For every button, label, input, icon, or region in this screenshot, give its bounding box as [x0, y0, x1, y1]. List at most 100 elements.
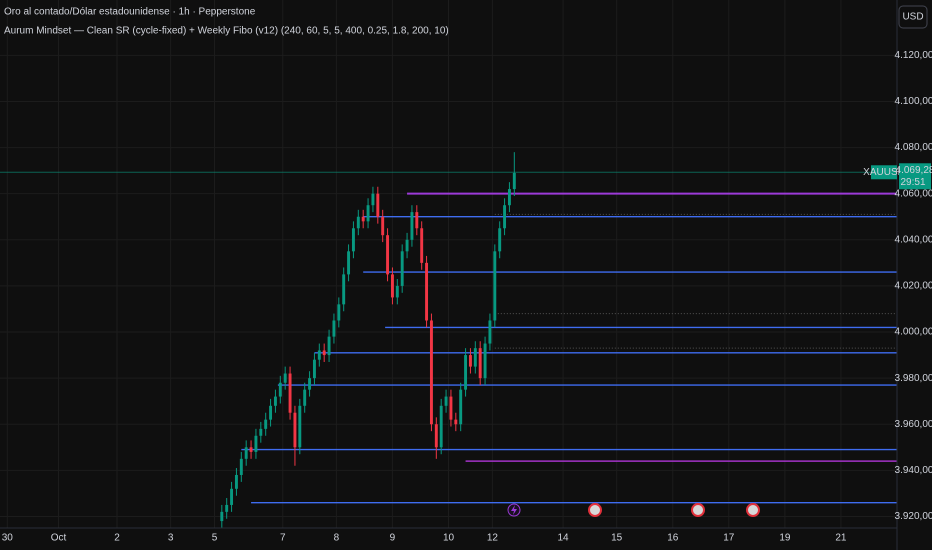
x-tick-label: 15 [611, 533, 623, 544]
candle-body [464, 355, 468, 390]
candle-body [273, 396, 277, 406]
indicator-label: Aurum Mindset — Clean SR (cycle-fixed) +… [4, 26, 449, 37]
candle-body [483, 343, 487, 379]
candle-body [225, 504, 229, 512]
y-tick-label: 4.120,00 [895, 50, 932, 61]
y-tick-label: 3.920,00 [895, 511, 932, 522]
candle-body [249, 447, 253, 452]
candle-body [503, 205, 507, 229]
candle-body [468, 355, 472, 367]
candle-body [493, 251, 497, 321]
candle-body [327, 336, 331, 356]
candle-body [512, 172, 516, 190]
candle-body [410, 212, 414, 240]
candle-body [381, 216, 385, 236]
candle-body [259, 428, 263, 436]
candle-body [342, 274, 346, 305]
candle-body [337, 304, 341, 321]
candle-body [244, 447, 248, 459]
y-tick-label: 4.080,00 [895, 142, 932, 153]
event-icon[interactable] [746, 503, 760, 517]
symbol-label: XAUUSD [863, 167, 905, 178]
candle-body [371, 193, 375, 206]
candle-body [220, 511, 224, 522]
candle-body [420, 228, 424, 263]
y-tick-label: 4.000,00 [895, 327, 932, 338]
x-tick-label: 8 [334, 533, 340, 544]
x-tick-label: 7 [280, 533, 286, 544]
x-tick-label: 19 [779, 533, 791, 544]
candle-body [434, 424, 438, 448]
candle-body [366, 205, 370, 222]
x-tick-label: 2 [114, 533, 120, 544]
x-tick-label: Oct [51, 533, 67, 544]
candle-body [230, 488, 234, 505]
currency-button[interactable] [898, 5, 928, 29]
x-tick-label: 30 [2, 533, 14, 544]
candle-body [332, 320, 336, 337]
x-tick-label: 21 [835, 533, 847, 544]
candle-body [303, 389, 307, 406]
y-tick-label: 3.980,00 [895, 373, 932, 384]
candle-body [317, 350, 321, 360]
candle-body [478, 348, 482, 379]
x-tick-label: 3 [168, 533, 174, 544]
x-tick-label: 14 [558, 533, 570, 544]
x-tick-label: 16 [667, 533, 679, 544]
candle-body [459, 389, 463, 425]
plot [0, 152, 897, 528]
symbol-tag [871, 165, 897, 180]
candle-body [298, 405, 302, 448]
event-icon[interactable] [588, 503, 602, 517]
candle-body [400, 251, 404, 286]
candle-body [386, 235, 390, 275]
candle-body [308, 378, 312, 390]
candle-body [361, 216, 365, 222]
candle-body [283, 373, 287, 383]
y-tick-label: 3.960,00 [895, 419, 932, 430]
candle-body [356, 216, 360, 229]
candle-body [415, 212, 419, 229]
y-tick-label: 4.040,00 [895, 234, 932, 245]
price-tag [899, 163, 931, 190]
candle-body [390, 274, 394, 298]
candle-body [347, 251, 351, 275]
candle-body [293, 412, 297, 448]
candle-body [312, 359, 316, 379]
candle-body [439, 405, 443, 448]
candle-body [239, 458, 243, 475]
y-tick-label: 4.060,00 [895, 188, 932, 199]
currency-label[interactable]: USD [902, 12, 923, 23]
candle-body [322, 350, 326, 356]
candle-body [498, 228, 502, 252]
candle-body [288, 373, 292, 413]
candle-body [507, 189, 511, 206]
x-tick-label: 17 [723, 533, 735, 544]
candle-body [444, 396, 448, 406]
candle-body [234, 474, 238, 489]
x-tick-label: 10 [443, 533, 455, 544]
candle-body [454, 419, 458, 425]
candle-body [254, 435, 258, 452]
y-tick-label: 4.020,00 [895, 281, 932, 292]
y-tick-label: 4.100,00 [895, 96, 932, 107]
candle-body [264, 419, 268, 429]
event-icon[interactable] [691, 503, 705, 517]
candle-body [376, 193, 380, 217]
candle-body [425, 262, 429, 321]
event-icon-glyph [511, 505, 517, 515]
grid [0, 0, 897, 528]
x-tick-label: 5 [212, 533, 218, 544]
candle-body [429, 320, 433, 425]
candle-body [269, 405, 273, 420]
candle-body [488, 320, 492, 344]
chart-title: Oro al contado/Dólar estadounidense · 1h… [4, 7, 256, 18]
candle-body [395, 285, 399, 298]
candle-body [278, 382, 282, 397]
candle-body [351, 228, 355, 252]
candle-body [405, 239, 409, 252]
price-label: 4.069,28 [896, 165, 932, 176]
